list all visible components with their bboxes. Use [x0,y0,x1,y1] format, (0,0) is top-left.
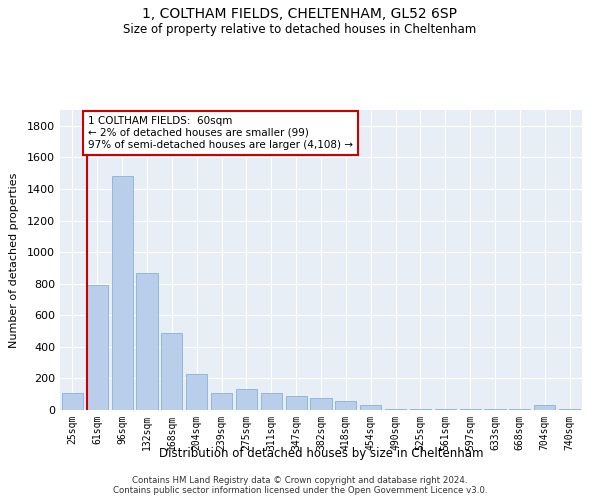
Bar [211,392,232,410]
Bar [360,406,381,410]
Bar [62,392,83,410]
Bar [261,394,282,410]
Bar [410,409,431,410]
Text: Contains HM Land Registry data © Crown copyright and database right 2024.
Contai: Contains HM Land Registry data © Crown c… [113,476,487,495]
Bar [534,406,555,410]
Text: 1, COLTHAM FIELDS, CHELTENHAM, GL52 6SP: 1, COLTHAM FIELDS, CHELTENHAM, GL52 6SP [143,8,458,22]
Bar [186,374,207,410]
Text: 1 COLTHAM FIELDS:  60sqm
← 2% of detached houses are smaller (99)
97% of semi-de: 1 COLTHAM FIELDS: 60sqm ← 2% of detached… [88,116,353,150]
Bar [385,409,406,410]
Bar [136,272,158,410]
Bar [509,409,530,410]
Bar [559,409,580,410]
Y-axis label: Number of detached properties: Number of detached properties [8,172,19,348]
Bar [161,332,182,410]
Bar [484,409,506,410]
Bar [460,409,481,410]
Bar [112,176,133,410]
Text: Size of property relative to detached houses in Cheltenham: Size of property relative to detached ho… [124,22,476,36]
Bar [87,286,108,410]
Bar [310,398,332,410]
Text: Distribution of detached houses by size in Cheltenham: Distribution of detached houses by size … [159,448,483,460]
Bar [435,409,456,410]
Bar [335,402,356,410]
Bar [286,396,307,410]
Bar [236,390,257,410]
